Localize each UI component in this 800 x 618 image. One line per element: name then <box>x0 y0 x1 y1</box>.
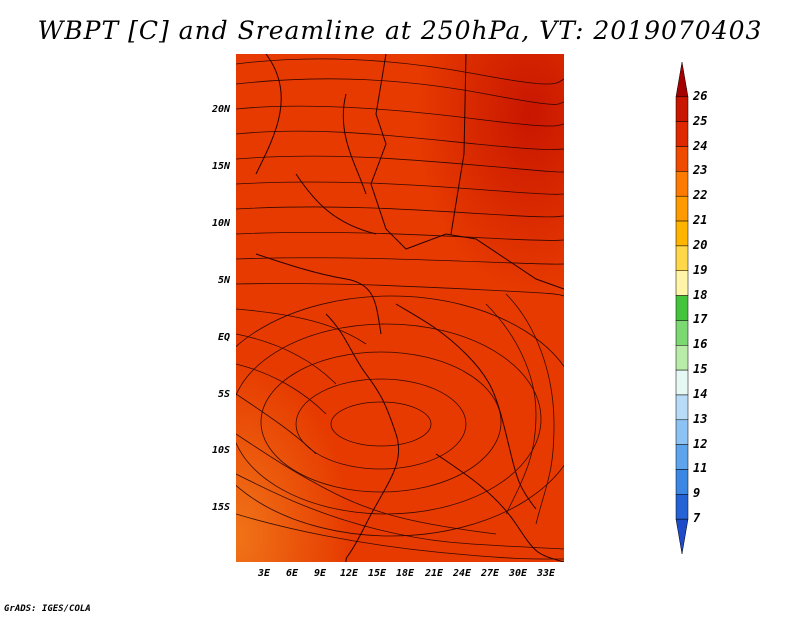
lon-label-6E: 6E <box>285 568 299 579</box>
colorbar-label: 13 <box>693 411 708 426</box>
lon-label-24E: 24E <box>452 568 472 579</box>
colorbar-segment <box>675 245 689 271</box>
lat-label-5S: 5S <box>217 389 230 400</box>
lon-label-30E: 30E <box>508 568 528 579</box>
colorbar-label: 15 <box>693 362 708 377</box>
colorbar-segment <box>675 419 689 445</box>
colorbar-label: 20 <box>693 237 708 252</box>
colorbar <box>675 61 689 555</box>
colorbar-label: 18 <box>693 287 708 302</box>
colorbar-segment <box>675 146 689 172</box>
lat-label-15S: 15S <box>211 502 230 513</box>
colorbar-segment <box>675 96 689 122</box>
colorbar-segment <box>675 295 689 321</box>
lat-label-20N: 20N <box>211 104 230 115</box>
colorbar-label: 21 <box>693 213 708 228</box>
colorbar-label: 25 <box>693 113 708 128</box>
lon-label-18E: 18E <box>395 568 415 579</box>
cool-region <box>236 54 564 562</box>
country-borders <box>255 54 564 562</box>
lon-label-3E: 3E <box>257 568 271 579</box>
credit-text: GrADS: IGES/COLA <box>4 604 91 614</box>
colorbar-segment <box>675 369 689 396</box>
colorbar-segment <box>675 469 689 495</box>
lon-label-12E: 12E <box>339 568 359 579</box>
lat-label-10S: 10S <box>211 445 230 456</box>
lon-label-21E: 21E <box>424 568 444 579</box>
colorbar-label: 14 <box>693 386 708 401</box>
colorbar-label: 16 <box>693 337 708 352</box>
lon-label-27E: 27E <box>480 568 500 579</box>
colorbar-label: 11 <box>693 461 708 476</box>
lat-label-10N: 10N <box>211 218 230 229</box>
colorbar-segment <box>675 270 689 296</box>
lat-label-5N: 5N <box>217 275 230 286</box>
lon-label-9E: 9E <box>313 568 327 579</box>
colorbar-segment <box>675 320 689 346</box>
colorbar-segment <box>675 171 689 197</box>
colorbar-label: 12 <box>693 436 708 451</box>
map-plot <box>236 54 564 562</box>
lat-label-15N: 15N <box>211 161 230 172</box>
colorbar-label: 22 <box>693 188 708 203</box>
colorbar-segment <box>675 195 689 222</box>
colorbar-segment <box>675 121 689 147</box>
chart-title: WBPT [C] and Sreamline at 250hPa, VT: 20… <box>37 16 763 45</box>
colorbar-segment <box>675 518 689 555</box>
colorbar-label: 23 <box>693 163 708 178</box>
colorbar-segment <box>675 61 689 98</box>
lat-label-EQ: EQ <box>217 332 230 343</box>
colorbar-label: 17 <box>693 312 708 327</box>
lon-label-15E: 15E <box>367 568 387 579</box>
colorbar-segment <box>675 444 689 470</box>
colorbar-label: 24 <box>693 138 708 153</box>
colorbar-label: 9 <box>693 486 701 501</box>
colorbar-label: 26 <box>693 88 708 103</box>
colorbar-segment <box>675 394 689 421</box>
colorbar-label: 19 <box>693 262 708 277</box>
colorbar-label: 7 <box>693 511 701 526</box>
colorbar-segment <box>675 220 689 247</box>
colorbar-segment <box>675 494 689 520</box>
colorbar-segment <box>675 345 689 371</box>
lon-label-33E: 33E <box>536 568 556 579</box>
